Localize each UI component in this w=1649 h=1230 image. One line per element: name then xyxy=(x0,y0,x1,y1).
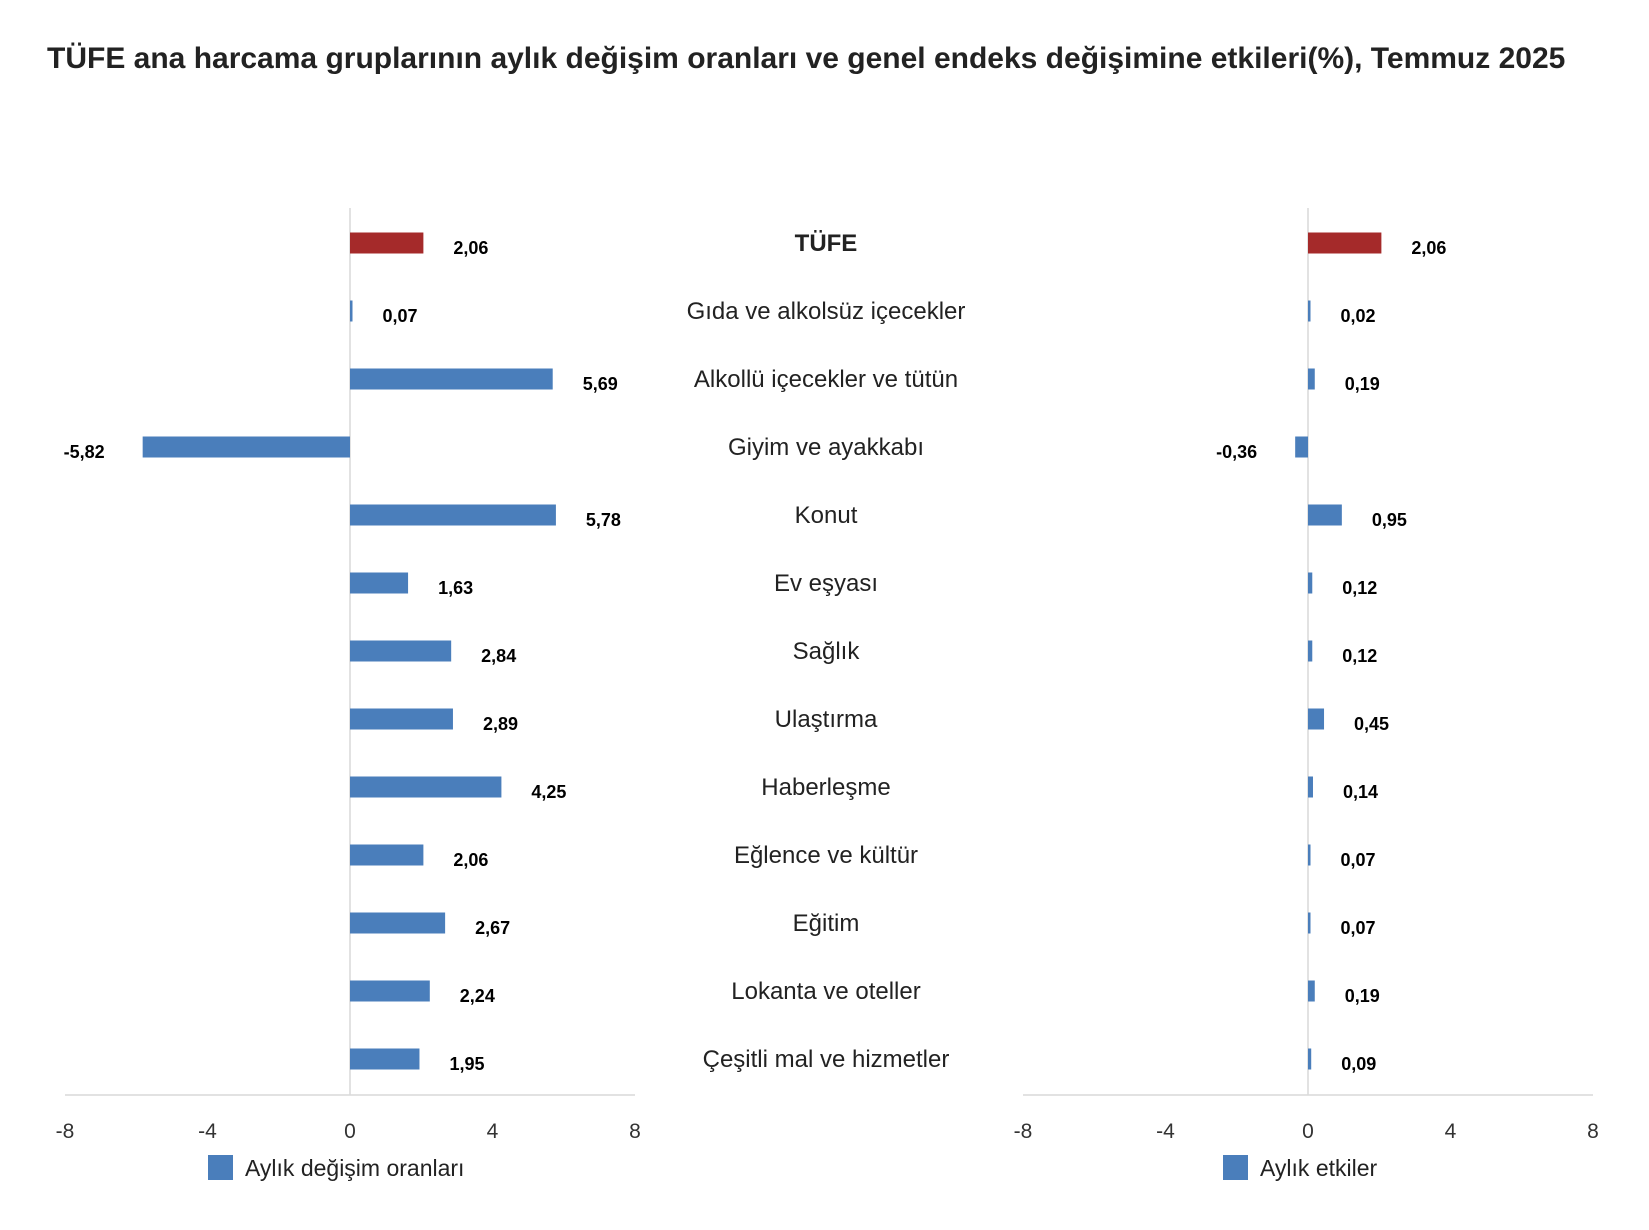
impact-bar xyxy=(1308,912,1311,934)
change-bar xyxy=(350,504,556,526)
change-value-label: -5,82 xyxy=(64,442,105,462)
change-bar xyxy=(350,980,430,1002)
change-legend-label: Aylık değişim oranları xyxy=(245,1155,464,1181)
change-bar xyxy=(350,300,353,322)
category-label: Eğlence ve kültür xyxy=(734,842,918,869)
impact-bar xyxy=(1308,776,1313,798)
impact-x-tick-label: -4 xyxy=(1156,1120,1175,1143)
impact-bar xyxy=(1308,572,1313,594)
impact-value-label: 0,12 xyxy=(1342,578,1377,598)
category-label: Haberleşme xyxy=(761,774,890,801)
change-bar xyxy=(350,844,424,866)
category-label: Ulaştırma xyxy=(775,706,878,733)
impact-x-tick-label: 8 xyxy=(1587,1120,1599,1143)
change-value-label: 2,89 xyxy=(483,714,518,734)
impact-bar xyxy=(1308,708,1325,730)
impact-x-tick-label: 0 xyxy=(1302,1120,1314,1143)
change-bar xyxy=(350,1048,420,1070)
impact-bar xyxy=(1308,232,1382,254)
impact-bar xyxy=(1308,1048,1312,1070)
change-bar xyxy=(350,776,502,798)
impact-legend-swatch xyxy=(1223,1155,1248,1180)
impact-value-label: 0,12 xyxy=(1342,646,1377,666)
impact-value-label: 0,07 xyxy=(1341,918,1376,938)
category-label: Konut xyxy=(795,502,858,529)
impact-value-label: 0,45 xyxy=(1354,714,1389,734)
change-bar xyxy=(350,572,409,594)
chart-title: TÜFE ana harcama gruplarının aylık değiş… xyxy=(47,42,1566,75)
impact-legend-label: Aylık etkiler xyxy=(1260,1155,1378,1181)
change-x-tick-label: -8 xyxy=(56,1120,75,1143)
change-x-tick-label: 8 xyxy=(629,1120,641,1143)
impact-bar xyxy=(1308,300,1311,322)
impact-value-label: 0,02 xyxy=(1341,306,1376,326)
change-x-tick-label: 4 xyxy=(487,1120,499,1143)
impact-bar xyxy=(1308,980,1315,1002)
impact-value-label: 0,07 xyxy=(1341,850,1376,870)
change-value-label: 2,24 xyxy=(460,986,495,1006)
change-bar xyxy=(350,708,453,730)
category-label: Sağlık xyxy=(793,638,861,665)
change-value-label: 0,07 xyxy=(383,306,418,326)
change-value-label: 5,78 xyxy=(586,510,621,530)
change-value-label: 2,67 xyxy=(475,918,510,938)
change-value-label: 1,95 xyxy=(449,1054,484,1074)
impact-value-label: 0,09 xyxy=(1341,1054,1376,1074)
impact-bar xyxy=(1308,640,1313,662)
impact-value-label: 0,19 xyxy=(1345,986,1380,1006)
category-label: Gıda ve alkolsüz içecekler xyxy=(687,298,966,325)
impact-bar xyxy=(1308,368,1315,390)
category-label: Ev eşyası xyxy=(774,570,878,597)
change-bar xyxy=(350,640,452,662)
impact-x-tick-label: 4 xyxy=(1445,1120,1457,1143)
impact-value-label: -0,36 xyxy=(1216,442,1257,462)
change-value-label: 5,69 xyxy=(583,374,618,394)
change-bar xyxy=(350,232,424,254)
change-value-label: 2,84 xyxy=(481,646,516,666)
impact-value-label: 0,14 xyxy=(1343,782,1378,802)
category-label: TÜFE xyxy=(795,230,858,257)
change-legend-swatch xyxy=(208,1155,233,1180)
category-label: Lokanta ve oteller xyxy=(731,978,920,1005)
category-label: Alkollü içecekler ve tütün xyxy=(694,366,958,393)
change-bar xyxy=(142,436,350,458)
category-label: Giyim ve ayakkabı xyxy=(728,434,924,461)
change-value-label: 4,25 xyxy=(531,782,566,802)
change-bar xyxy=(350,912,446,934)
change-x-tick-label: 0 xyxy=(344,1120,356,1143)
change-x-tick-label: -4 xyxy=(198,1120,217,1143)
change-bar xyxy=(350,368,553,390)
impact-x-tick-label: -8 xyxy=(1014,1120,1033,1143)
impact-bar xyxy=(1308,504,1342,526)
impact-value-label: 2,06 xyxy=(1411,238,1446,258)
impact-bar xyxy=(1295,436,1308,458)
impact-value-label: 0,19 xyxy=(1345,374,1380,394)
category-label: Eğitim xyxy=(793,910,860,937)
category-label: Çeşitli mal ve hizmetler xyxy=(703,1046,950,1073)
change-value-label: 2,06 xyxy=(453,238,488,258)
impact-value-label: 0,95 xyxy=(1372,510,1407,530)
impact-bar xyxy=(1308,844,1311,866)
change-value-label: 2,06 xyxy=(453,850,488,870)
change-value-label: 1,63 xyxy=(438,578,473,598)
